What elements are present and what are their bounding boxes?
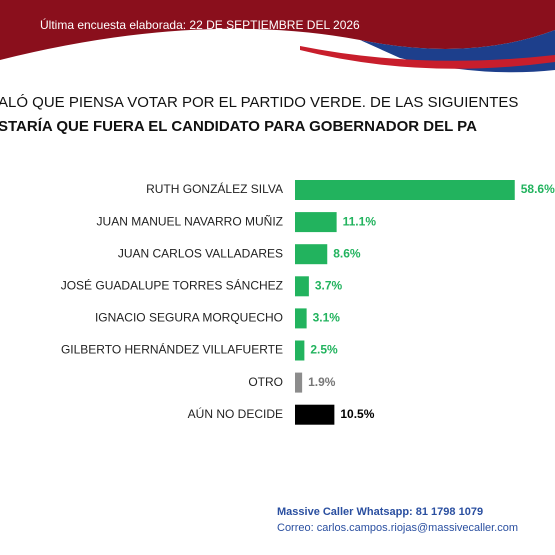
value-label: 11.1% xyxy=(343,214,377,228)
footer-line: Massive Caller Whatsapp: 81 1798 1079 xyxy=(277,506,483,518)
value-label: 3.7% xyxy=(315,278,343,292)
question-line: STARÍA QUE FUERA EL CANDIDATO PARA GOBER… xyxy=(0,118,477,135)
category-label: AÚN NO DECIDE xyxy=(188,406,283,421)
question-line: ALÓ QUE PIENSA VOTAR POR EL PARTIDO VERD… xyxy=(0,94,518,111)
header-band xyxy=(0,0,555,60)
bar xyxy=(295,308,307,329)
bar xyxy=(295,180,515,200)
category-label: RUTH GONZÁLEZ SILVA xyxy=(146,181,283,196)
bar xyxy=(295,372,303,393)
category-label: JOSÉ GUADALUPE TORRES SÁNCHEZ xyxy=(61,277,283,292)
value-label: 2.5% xyxy=(310,343,338,357)
footer-line: Correo: carlos.campos.riojas@massivecall… xyxy=(277,522,518,534)
value-label: 10.5% xyxy=(340,407,374,421)
bar xyxy=(295,212,337,233)
category-label: JUAN CARLOS VALLADARES xyxy=(118,246,283,260)
category-label: JUAN MANUEL NAVARRO MUÑIZ xyxy=(97,214,283,228)
value-label: 8.6% xyxy=(333,246,361,260)
bar xyxy=(295,276,309,297)
category-label: OTRO xyxy=(248,375,283,389)
header-text: Última encuesta elaborada: 22 DE SEPTIEM… xyxy=(40,17,360,32)
header-swoosh xyxy=(300,46,555,69)
value-label: 3.1% xyxy=(313,311,341,325)
category-label: IGNACIO SEGURA MORQUECHO xyxy=(95,311,283,325)
bar xyxy=(295,404,335,425)
value-label: 58.6% xyxy=(521,182,555,196)
bar xyxy=(295,340,305,361)
category-label: GILBERTO HERNÁNDEZ VILLAFUERTE xyxy=(61,342,283,357)
bar xyxy=(295,244,328,265)
value-label: 1.9% xyxy=(308,375,336,389)
